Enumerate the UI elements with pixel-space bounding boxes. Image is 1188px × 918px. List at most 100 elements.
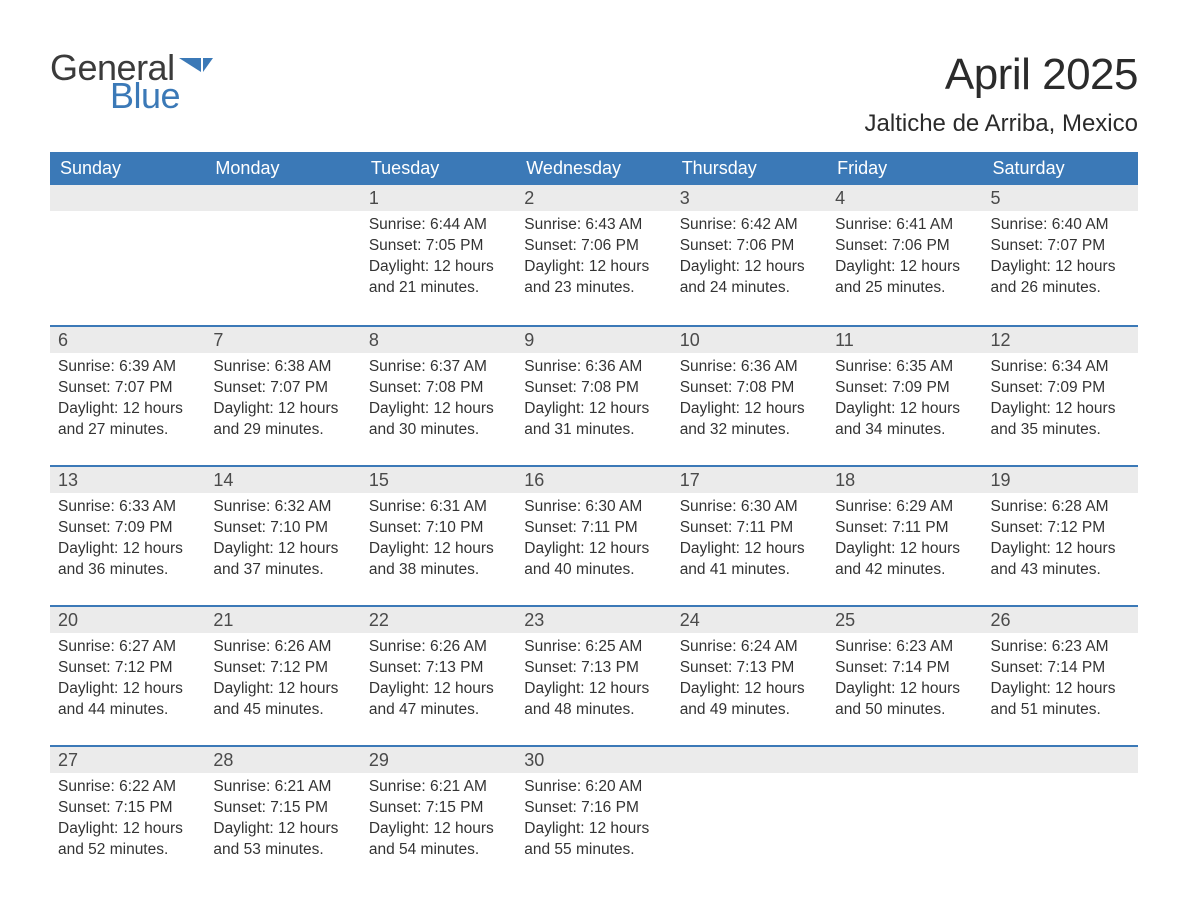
day-cell: 6Sunrise: 6:39 AMSunset: 7:07 PMDaylight… xyxy=(50,327,205,465)
calendar: SundayMondayTuesdayWednesdayThursdayFrid… xyxy=(50,152,1138,885)
sunset-line: Sunset: 7:06 PM xyxy=(680,236,819,257)
day-body: Sunrise: 6:29 AMSunset: 7:11 PMDaylight:… xyxy=(827,493,982,589)
daylight-line-2: and 47 minutes. xyxy=(369,700,508,721)
day-body: Sunrise: 6:24 AMSunset: 7:13 PMDaylight:… xyxy=(672,633,827,729)
daylight-line-1: Daylight: 12 hours xyxy=(58,679,197,700)
brand-logo: General Blue xyxy=(50,50,213,114)
day-cell: 10Sunrise: 6:36 AMSunset: 7:08 PMDayligh… xyxy=(672,327,827,465)
day-number: 21 xyxy=(205,607,360,633)
daylight-line-2: and 29 minutes. xyxy=(213,420,352,441)
daylight-line-1: Daylight: 12 hours xyxy=(58,399,197,420)
day-cell: 11Sunrise: 6:35 AMSunset: 7:09 PMDayligh… xyxy=(827,327,982,465)
day-cell: 27Sunrise: 6:22 AMSunset: 7:15 PMDayligh… xyxy=(50,747,205,885)
daylight-line-2: and 41 minutes. xyxy=(680,560,819,581)
empty-day-cell xyxy=(983,747,1138,885)
sunset-line: Sunset: 7:08 PM xyxy=(680,378,819,399)
sunrise-line: Sunrise: 6:44 AM xyxy=(369,215,508,236)
day-body: Sunrise: 6:26 AMSunset: 7:12 PMDaylight:… xyxy=(205,633,360,729)
day-cell: 14Sunrise: 6:32 AMSunset: 7:10 PMDayligh… xyxy=(205,467,360,605)
day-cell: 30Sunrise: 6:20 AMSunset: 7:16 PMDayligh… xyxy=(516,747,671,885)
daylight-line-1: Daylight: 12 hours xyxy=(369,257,508,278)
day-body: Sunrise: 6:23 AMSunset: 7:14 PMDaylight:… xyxy=(983,633,1138,729)
day-body: Sunrise: 6:33 AMSunset: 7:09 PMDaylight:… xyxy=(50,493,205,589)
daylight-line-1: Daylight: 12 hours xyxy=(524,257,663,278)
dow-cell: Monday xyxy=(205,152,360,185)
day-number: 1 xyxy=(361,185,516,211)
sunset-line: Sunset: 7:12 PM xyxy=(213,658,352,679)
day-body: Sunrise: 6:41 AMSunset: 7:06 PMDaylight:… xyxy=(827,211,982,307)
sunrise-line: Sunrise: 6:26 AM xyxy=(369,637,508,658)
day-number: 22 xyxy=(361,607,516,633)
sunrise-line: Sunrise: 6:21 AM xyxy=(213,777,352,798)
day-cell: 7Sunrise: 6:38 AMSunset: 7:07 PMDaylight… xyxy=(205,327,360,465)
day-cell: 19Sunrise: 6:28 AMSunset: 7:12 PMDayligh… xyxy=(983,467,1138,605)
day-number: 25 xyxy=(827,607,982,633)
sunrise-line: Sunrise: 6:39 AM xyxy=(58,357,197,378)
daylight-line-2: and 27 minutes. xyxy=(58,420,197,441)
day-cell: 22Sunrise: 6:26 AMSunset: 7:13 PMDayligh… xyxy=(361,607,516,745)
week-row: 13Sunrise: 6:33 AMSunset: 7:09 PMDayligh… xyxy=(50,465,1138,605)
day-cell: 3Sunrise: 6:42 AMSunset: 7:06 PMDaylight… xyxy=(672,185,827,325)
sunset-line: Sunset: 7:09 PM xyxy=(58,518,197,539)
day-body: Sunrise: 6:26 AMSunset: 7:13 PMDaylight:… xyxy=(361,633,516,729)
day-body: Sunrise: 6:38 AMSunset: 7:07 PMDaylight:… xyxy=(205,353,360,449)
daylight-line-2: and 34 minutes. xyxy=(835,420,974,441)
day-number: 16 xyxy=(516,467,671,493)
day-number: 14 xyxy=(205,467,360,493)
daylight-line-1: Daylight: 12 hours xyxy=(369,679,508,700)
sunset-line: Sunset: 7:13 PM xyxy=(524,658,663,679)
day-number: 18 xyxy=(827,467,982,493)
daylight-line-2: and 21 minutes. xyxy=(369,278,508,299)
daylight-line-1: Daylight: 12 hours xyxy=(991,399,1130,420)
sunset-line: Sunset: 7:06 PM xyxy=(524,236,663,257)
day-cell: 25Sunrise: 6:23 AMSunset: 7:14 PMDayligh… xyxy=(827,607,982,745)
day-cell: 8Sunrise: 6:37 AMSunset: 7:08 PMDaylight… xyxy=(361,327,516,465)
day-number: 23 xyxy=(516,607,671,633)
daylight-line-1: Daylight: 12 hours xyxy=(369,399,508,420)
daylight-line-2: and 55 minutes. xyxy=(524,840,663,861)
day-number: 27 xyxy=(50,747,205,773)
week-row: 1Sunrise: 6:44 AMSunset: 7:05 PMDaylight… xyxy=(50,185,1138,325)
day-body: Sunrise: 6:25 AMSunset: 7:13 PMDaylight:… xyxy=(516,633,671,729)
daylight-line-2: and 44 minutes. xyxy=(58,700,197,721)
day-cell: 15Sunrise: 6:31 AMSunset: 7:10 PMDayligh… xyxy=(361,467,516,605)
day-body: Sunrise: 6:35 AMSunset: 7:09 PMDaylight:… xyxy=(827,353,982,449)
sunrise-line: Sunrise: 6:37 AM xyxy=(369,357,508,378)
sunset-line: Sunset: 7:05 PM xyxy=(369,236,508,257)
day-number: 28 xyxy=(205,747,360,773)
sunset-line: Sunset: 7:10 PM xyxy=(369,518,508,539)
sunrise-line: Sunrise: 6:24 AM xyxy=(680,637,819,658)
day-number xyxy=(672,747,827,773)
sunset-line: Sunset: 7:11 PM xyxy=(680,518,819,539)
daylight-line-1: Daylight: 12 hours xyxy=(213,819,352,840)
daylight-line-1: Daylight: 12 hours xyxy=(58,819,197,840)
day-body: Sunrise: 6:43 AMSunset: 7:06 PMDaylight:… xyxy=(516,211,671,307)
empty-day-cell xyxy=(205,185,360,325)
daylight-line-2: and 37 minutes. xyxy=(213,560,352,581)
daylight-line-2: and 48 minutes. xyxy=(524,700,663,721)
day-number: 10 xyxy=(672,327,827,353)
dow-cell: Wednesday xyxy=(516,152,671,185)
day-number: 30 xyxy=(516,747,671,773)
sunset-line: Sunset: 7:15 PM xyxy=(213,798,352,819)
daylight-line-1: Daylight: 12 hours xyxy=(524,679,663,700)
day-number xyxy=(205,185,360,211)
day-cell: 20Sunrise: 6:27 AMSunset: 7:12 PMDayligh… xyxy=(50,607,205,745)
day-number: 4 xyxy=(827,185,982,211)
day-body: Sunrise: 6:34 AMSunset: 7:09 PMDaylight:… xyxy=(983,353,1138,449)
day-number: 15 xyxy=(361,467,516,493)
sunrise-line: Sunrise: 6:21 AM xyxy=(369,777,508,798)
sunrise-line: Sunrise: 6:33 AM xyxy=(58,497,197,518)
daylight-line-2: and 50 minutes. xyxy=(835,700,974,721)
daylight-line-2: and 36 minutes. xyxy=(58,560,197,581)
daylight-line-2: and 26 minutes. xyxy=(991,278,1130,299)
sunrise-line: Sunrise: 6:43 AM xyxy=(524,215,663,236)
sunrise-line: Sunrise: 6:32 AM xyxy=(213,497,352,518)
empty-day-cell xyxy=(50,185,205,325)
daylight-line-1: Daylight: 12 hours xyxy=(213,539,352,560)
sunrise-line: Sunrise: 6:27 AM xyxy=(58,637,197,658)
day-cell: 17Sunrise: 6:30 AMSunset: 7:11 PMDayligh… xyxy=(672,467,827,605)
sunrise-line: Sunrise: 6:42 AM xyxy=(680,215,819,236)
day-cell: 13Sunrise: 6:33 AMSunset: 7:09 PMDayligh… xyxy=(50,467,205,605)
day-body: Sunrise: 6:22 AMSunset: 7:15 PMDaylight:… xyxy=(50,773,205,869)
